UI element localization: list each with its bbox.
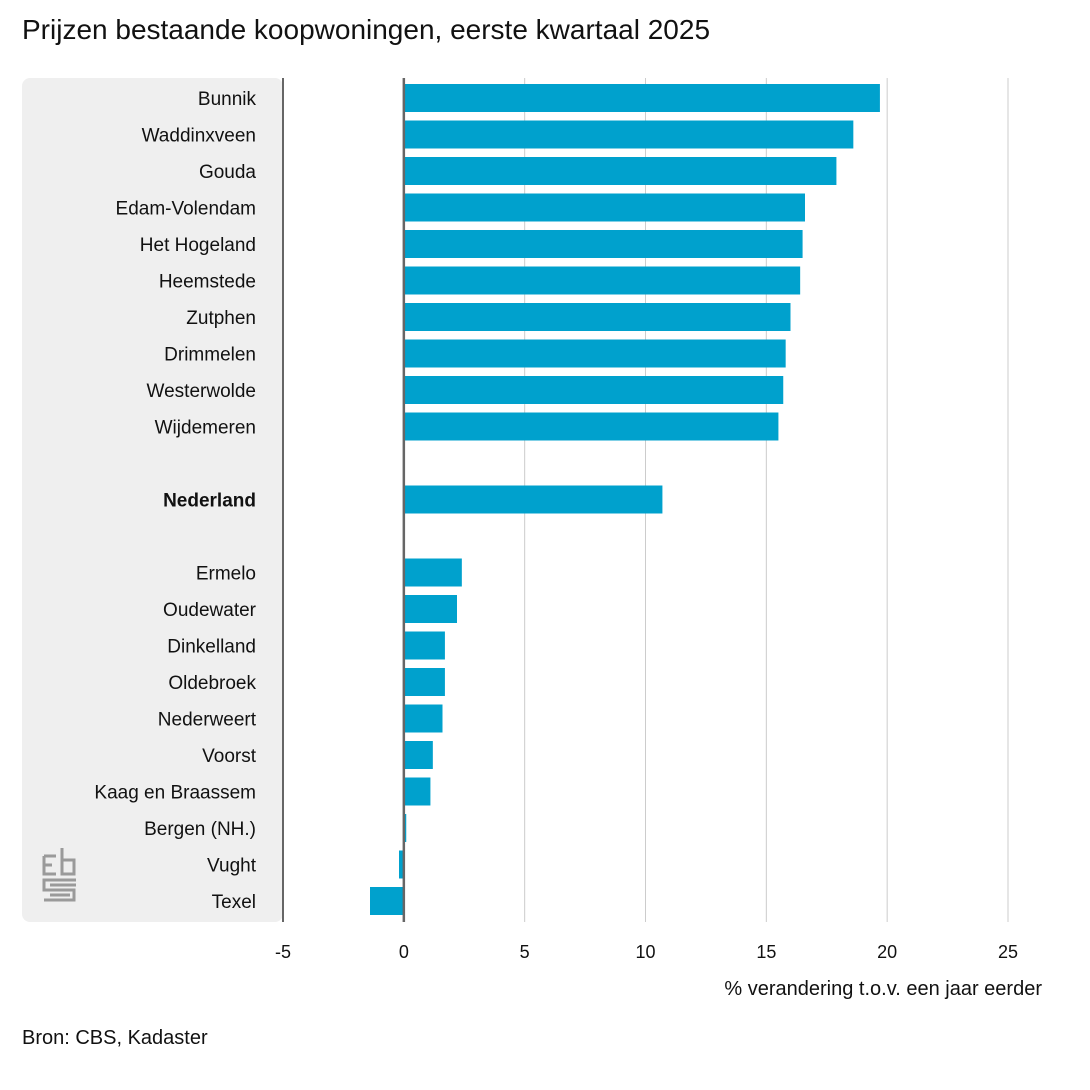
category-label: Het Hogeland: [140, 235, 256, 256]
category-labels: Bunnik Waddinxveen Gouda Edam-Volendam Het H…: [94, 89, 256, 913]
bar-het-hogeland: [403, 230, 803, 258]
bar-heemstede: [403, 266, 801, 295]
category-label: Drimmelen: [164, 345, 256, 366]
category-label: Nederland: [163, 491, 256, 512]
bar-waddinxveen: [403, 120, 854, 149]
bar-drimmelen: [403, 339, 786, 368]
category-label: Voorst: [202, 746, 257, 767]
axes: [282, 78, 406, 922]
category-label: Texel: [212, 892, 256, 913]
bar-westerwolde: [403, 376, 784, 404]
bar-ermelo: [403, 558, 462, 587]
bar-zutphen: [403, 303, 791, 331]
x-tick-label: 5: [520, 942, 530, 962]
bar-oudewater: [403, 595, 457, 623]
x-tick-label: 10: [635, 942, 655, 962]
bar-vught: [399, 850, 404, 879]
category-label: Heemstede: [159, 272, 256, 293]
bar-nederland: [403, 485, 663, 514]
bar-kaag-en-braassem: [403, 777, 431, 806]
bar-oldebroek: [403, 668, 445, 696]
category-label: Nederweert: [158, 710, 257, 731]
bar-voorst: [403, 741, 433, 769]
category-label: Wijdemeren: [155, 418, 256, 439]
bar-nederweert: [403, 704, 443, 733]
x-tick-label: 20: [877, 942, 897, 962]
category-label: Westerwolde: [147, 381, 256, 402]
x-tick-label: 15: [756, 942, 776, 962]
bar-texel: [370, 887, 404, 915]
bars: [370, 84, 880, 915]
category-label-panel: [22, 78, 283, 922]
bar-gouda: [403, 157, 837, 185]
x-tick-label: -5: [275, 942, 291, 962]
tick-labels: -5 0 5 10 15 20 25: [275, 942, 1018, 962]
category-label: Vught: [207, 856, 257, 877]
x-tick-label: 0: [399, 942, 409, 962]
source-text: Bron: CBS, Kadaster: [22, 1027, 208, 1049]
x-tick-label: 25: [998, 942, 1018, 962]
x-axis-label: % verandering t.o.v. een jaar eerder: [724, 978, 1042, 1000]
category-label: Oldebroek: [168, 673, 256, 694]
bar-wijdemeren: [403, 412, 779, 441]
category-label: Gouda: [199, 162, 256, 183]
category-label: Waddinxveen: [142, 126, 256, 147]
category-label: Kaag en Braassem: [94, 783, 256, 804]
bar-bunnik: [403, 84, 880, 112]
category-label: Zutphen: [186, 308, 256, 329]
category-label: Bunnik: [198, 89, 257, 110]
category-label: Dinkelland: [167, 637, 256, 658]
category-label: Bergen (NH.): [144, 819, 256, 840]
chart-title: Prijzen bestaande koopwoningen, eerste k…: [22, 14, 711, 45]
cbs-logo-icon: [42, 848, 76, 902]
category-label: Edam-Volendam: [116, 199, 256, 220]
bar-edam-volendam: [403, 193, 805, 222]
bar-dinkelland: [403, 631, 445, 660]
category-label: Ermelo: [196, 564, 256, 585]
category-label: Oudewater: [163, 600, 257, 621]
